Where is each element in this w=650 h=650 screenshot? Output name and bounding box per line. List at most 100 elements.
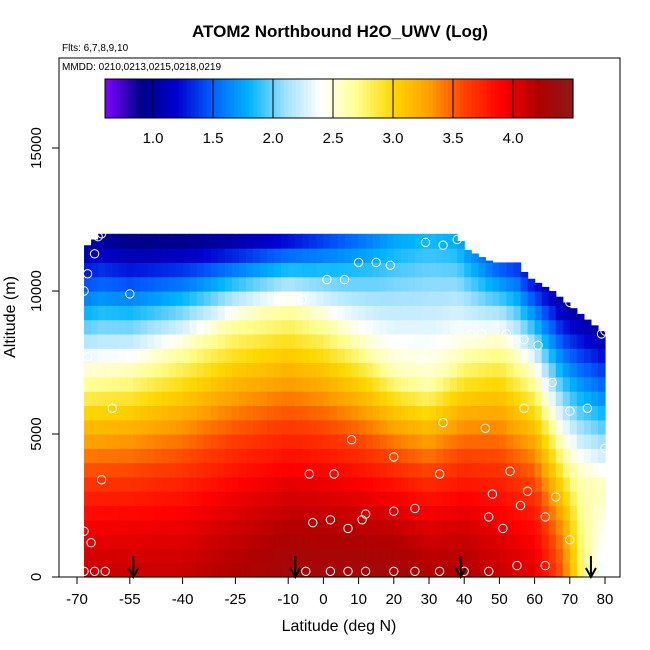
heatmap-cell [562, 305, 571, 321]
heatmap-cell [267, 276, 275, 292]
heatmap-cell [98, 405, 106, 421]
heatmap-cell [196, 448, 205, 464]
heatmap-cell [464, 391, 472, 406]
heatmap-cell [457, 419, 465, 435]
heatmap-cell [253, 448, 261, 464]
heatmap-cell [548, 391, 557, 406]
heatmap-cell [541, 376, 550, 392]
heatmap-cell [379, 248, 388, 263]
heatmap-cell [358, 562, 367, 578]
heatmap-cell [372, 333, 381, 349]
heatmap-cell [337, 562, 346, 578]
heatmap-cell [309, 505, 317, 521]
heatmap-cell [84, 391, 92, 406]
heatmap-cell [400, 276, 409, 292]
heatmap-cell [203, 348, 212, 364]
heatmap-cell [337, 548, 346, 564]
heatmap-cell [295, 348, 303, 364]
heatmap-cell [337, 333, 346, 349]
x-axis: -70 -55 -40 -25 -10 0 10 20 30 40 50 60 70 80 [66, 577, 613, 608]
heatmap-cell [407, 262, 416, 278]
heatmap-cell [407, 319, 416, 335]
heatmap-cell [407, 276, 416, 292]
heatmap-cell [245, 405, 254, 421]
heatmap-cell [231, 434, 240, 449]
heatmap-cell [443, 348, 451, 364]
heatmap-cell [429, 434, 437, 449]
heatmap-cell [217, 233, 226, 249]
heatmap-cell [84, 362, 92, 378]
heatmap-cell [569, 491, 578, 507]
heatmap-cell [478, 291, 486, 306]
heatmap-cell [323, 333, 332, 349]
heatmap-cell [133, 319, 141, 335]
heatmap-cell [407, 519, 416, 535]
heatmap-cell [316, 462, 324, 478]
heatmap-cell [499, 348, 508, 364]
heatmap-cell [379, 519, 388, 535]
heatmap-cell [217, 462, 226, 478]
heatmap-cell [330, 319, 339, 335]
colorbar-cell [151, 79, 157, 118]
heatmap-cell [478, 257, 486, 263]
heatmap-cell [351, 262, 360, 278]
heatmap-cell [168, 462, 177, 478]
heatmap-cell [84, 476, 92, 492]
heatmap-cell [189, 491, 198, 507]
heatmap-cell [562, 376, 571, 392]
heatmap-cell [337, 505, 346, 521]
heatmap-cell [400, 462, 409, 478]
heatmap-cell [309, 391, 317, 406]
heatmap-cell [400, 333, 409, 349]
heatmap-cell [253, 476, 261, 492]
heatmap-cell [499, 505, 508, 521]
heatmap-cell [576, 319, 585, 335]
heatmap-cell [168, 376, 177, 392]
heatmap-cell [98, 291, 106, 306]
heatmap-cell [414, 319, 423, 335]
heatmap-cell [323, 519, 332, 535]
colorbar-tick-label: 3.5 [443, 130, 464, 147]
heatmap-cell [548, 548, 557, 564]
colorbar-cell [420, 79, 426, 118]
heatmap-cell [295, 362, 303, 378]
heatmap-cell [379, 448, 388, 464]
heatmap-layer [84, 233, 606, 578]
heatmap-cell [224, 291, 233, 306]
heatmap-cell [485, 519, 493, 535]
heatmap-cell [492, 276, 500, 292]
heatmap-cell [478, 505, 486, 521]
heatmap-cell [302, 362, 310, 378]
heatmap-cell [358, 262, 367, 278]
heatmap-cell [140, 419, 148, 435]
heatmap-cell [316, 476, 324, 492]
heatmap-cell [105, 505, 113, 521]
colorbar-cell [206, 79, 211, 118]
heatmap-cell [189, 505, 198, 521]
heatmap-cell [217, 548, 226, 564]
heatmap-cell [541, 476, 550, 492]
heatmap-cell [112, 319, 120, 335]
heatmap-cell [105, 476, 113, 492]
heatmap-cell [91, 491, 99, 507]
sample-point [565, 535, 575, 545]
heatmap-cell [253, 434, 261, 449]
heatmap-cell [429, 391, 437, 406]
heatmap-cell [443, 562, 451, 578]
colorbar-cell [198, 79, 204, 118]
sample-point [417, 354, 427, 365]
heatmap-cell [379, 319, 388, 335]
heatmap-cell [492, 291, 500, 306]
heatmap-cell [386, 505, 395, 521]
heatmap-cell [203, 562, 212, 578]
x-tick-label: 0 [319, 591, 327, 608]
heatmap-cell [203, 333, 212, 349]
sample-point [547, 377, 557, 388]
heatmap-cell [238, 305, 247, 321]
heatmap-cell [295, 262, 303, 278]
heatmap-cell [168, 476, 177, 492]
heatmap-cell [450, 391, 458, 406]
heatmap-cell [534, 282, 543, 292]
heatmap-cell [330, 233, 339, 249]
heatmap-cell [161, 491, 170, 507]
